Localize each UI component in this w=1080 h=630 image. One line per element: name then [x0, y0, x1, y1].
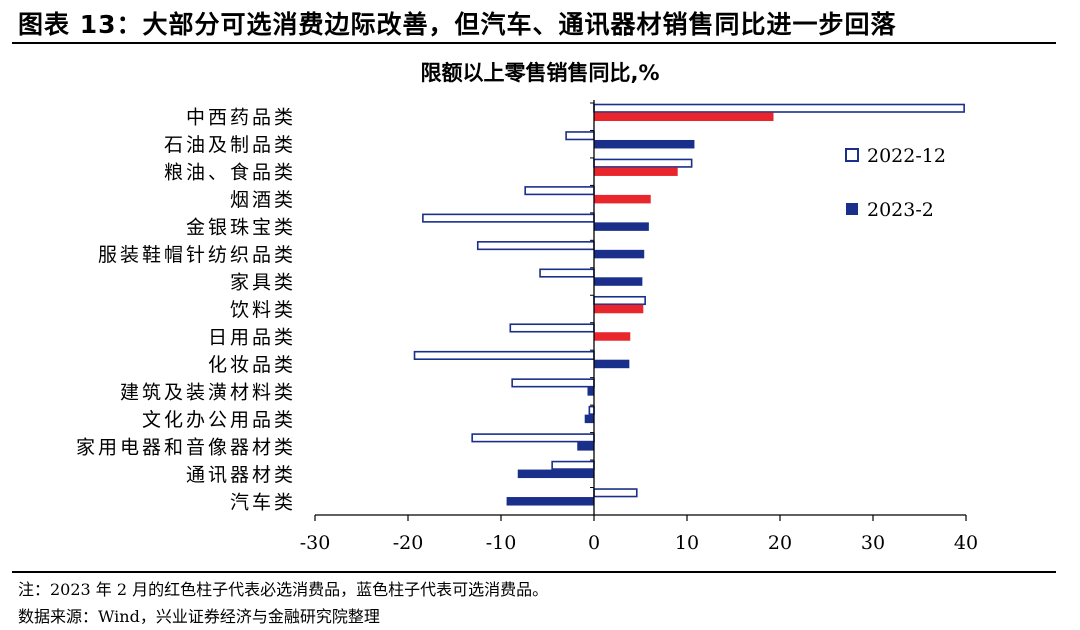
legend-label-2022-12: 2022-12 [867, 145, 946, 167]
legend-label-2023-2: 2023-2 [867, 199, 934, 221]
category-label: 中西药品类 [186, 107, 296, 129]
footer-divider [12, 571, 1056, 573]
bar-2023-2 [584, 414, 594, 424]
chart-note: 注：2023 年 2 月的红色柱子代表必选消费品，蓝色柱子代表可选消费品。 [18, 580, 549, 599]
bar-2022-12 [422, 213, 595, 223]
bar-2022-12 [593, 295, 646, 306]
category-label: 家具类 [230, 272, 296, 294]
category-label: 通讯器材类 [186, 464, 296, 486]
bar-2023-2 [594, 194, 651, 204]
bar-2023-2 [594, 222, 649, 231]
x-tick-label: -30 [300, 532, 331, 554]
bar-2023-2 [594, 139, 695, 149]
bar-2022-12 [593, 158, 693, 168]
category-label: 汽车类 [230, 491, 296, 513]
x-tick-label: 0 [588, 532, 600, 554]
bar-2022-12 [551, 460, 595, 470]
bar-2022-12 [511, 378, 595, 388]
bars [413, 103, 965, 506]
bar-2023-2 [594, 304, 644, 314]
category-label: 烟酒类 [230, 189, 296, 211]
bar-2022-12 [471, 433, 595, 443]
x-tick-label: 20 [768, 532, 792, 554]
category-label: 金银珠宝类 [186, 217, 296, 239]
legend: 2022-12 2023-2 [845, 145, 946, 221]
bar-2023-2 [594, 277, 643, 286]
bar-2022-12 [509, 323, 595, 333]
axes: -30 -20 -10 0 10 20 30 40 [300, 100, 978, 554]
x-tick-label: 30 [861, 532, 885, 554]
category-label: 文化办公用品类 [142, 409, 296, 431]
category-label: 石油及制品类 [164, 134, 296, 156]
category-label: 粮油、食品类 [164, 162, 296, 184]
data-source: 数据来源：Wind，兴业证券经济与金融研究院整理 [18, 607, 380, 626]
legend-swatch-2022-12 [845, 148, 859, 162]
x-tick-label: 40 [954, 532, 978, 554]
bar-2023-2 [506, 497, 594, 506]
bar-2022-12 [413, 350, 595, 361]
bar-2022-12 [524, 186, 595, 196]
category-label: 家用电器和音像器材类 [76, 436, 296, 458]
bar-2022-12 [565, 131, 595, 141]
category-label: 服装鞋帽针纺织品类 [98, 244, 296, 266]
bar-2023-2 [517, 469, 594, 479]
category-labels: 中西药品类石油及制品类粮油、食品类烟酒类金银珠宝类服装鞋帽针纺织品类家具类饮料类… [76, 107, 296, 514]
bar-2023-2 [587, 387, 594, 396]
bar-2022-12 [588, 405, 595, 415]
bar-2023-2 [577, 442, 594, 451]
bar-2022-12 [539, 268, 595, 278]
title-divider [12, 42, 1056, 44]
category-label: 饮料类 [230, 299, 296, 321]
bar-2023-2 [594, 112, 774, 121]
bar-2022-12 [593, 103, 965, 113]
x-tick-label: 10 [675, 532, 699, 554]
chart-title: 限额以上零售销售同比,% [420, 61, 659, 85]
bar-2023-2 [594, 359, 630, 369]
legend-swatch-2023-2 [846, 203, 858, 215]
bar-2023-2 [594, 249, 645, 259]
bar-2022-12 [593, 488, 638, 498]
bar-2023-2 [594, 332, 631, 341]
x-tick-label: -20 [393, 532, 424, 554]
category-label: 化妆品类 [208, 354, 296, 376]
x-tick-label: -10 [486, 532, 517, 554]
category-label: 建筑及装潢材料类 [120, 381, 296, 403]
bar-2022-12 [476, 241, 595, 251]
bar-chart: 限额以上零售销售同比,% 中西药品类石油及制品类粮油、食品类烟酒类金银珠宝类服装… [76, 61, 978, 554]
figure-title: 图表 13：大部分可选消费边际改善，但汽车、通讯器材销售同比进一步回落 [18, 10, 897, 39]
bar-2023-2 [594, 167, 678, 176]
category-label: 日用品类 [208, 326, 296, 348]
